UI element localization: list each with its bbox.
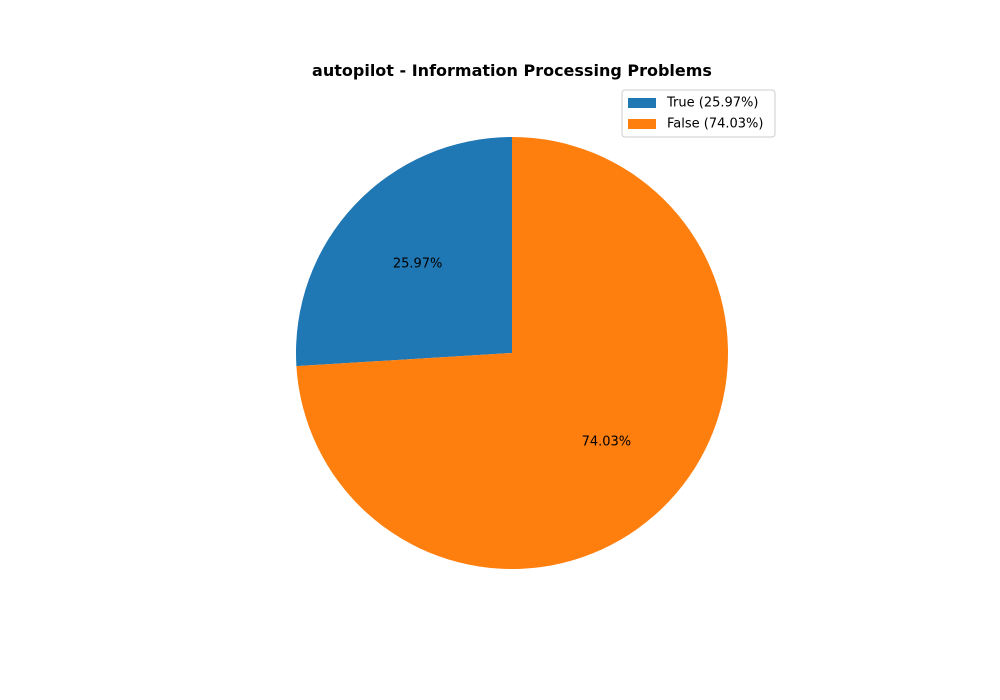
pie-slices bbox=[296, 137, 728, 570]
legend-frame bbox=[621, 89, 776, 138]
pie-slice-false bbox=[296, 137, 728, 570]
pie-slice-labels: 25.97% 74.03% bbox=[393, 257, 631, 450]
pie-slice-true bbox=[296, 137, 512, 367]
legend-items: True (25.97%) False (74.03%) bbox=[628, 96, 763, 132]
slice-label-false: 74.03% bbox=[582, 434, 632, 449]
legend-swatch-true bbox=[628, 98, 656, 108]
legend: True (25.97%) False (74.03%) bbox=[621, 89, 776, 138]
chart-title: autopilot - Information Processing Probl… bbox=[312, 61, 712, 80]
legend-label-true: True (25.97%) bbox=[666, 96, 758, 111]
legend-swatch-false bbox=[628, 119, 656, 129]
legend-label-false: False (74.03%) bbox=[667, 117, 763, 132]
slice-label-true: 25.97% bbox=[393, 257, 443, 272]
